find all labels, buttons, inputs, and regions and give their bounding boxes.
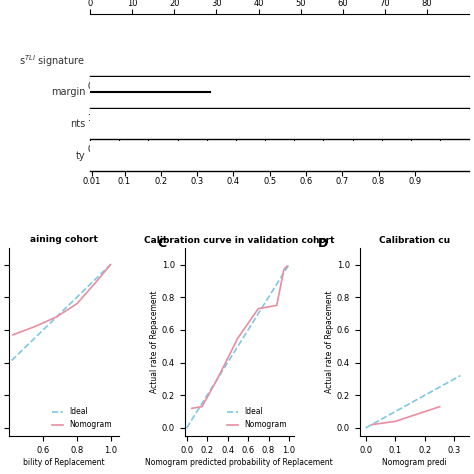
Y-axis label: Actual rate of Repacement: Actual rate of Repacement [325, 291, 334, 393]
Nomogram [94, 278, 100, 284]
Text: aining cohort: aining cohort [30, 236, 98, 245]
Nomogram [281, 267, 287, 273]
Nomogram [54, 314, 59, 319]
Text: s$^{TLI}$ signature: s$^{TLI}$ signature [19, 53, 85, 69]
Nomogram [199, 404, 205, 410]
Text: C: C [157, 237, 166, 250]
Line: Nomogram: Nomogram [13, 264, 110, 335]
Nomogram [437, 404, 443, 410]
Nomogram [32, 324, 37, 329]
X-axis label: bility of Replacement: bility of Replacement [23, 457, 105, 466]
Title: Calibration cu: Calibration cu [379, 236, 450, 245]
Line: Nomogram: Nomogram [372, 407, 440, 425]
Text: margin: margin [51, 88, 85, 98]
Nomogram [74, 301, 80, 307]
Nomogram [255, 306, 261, 311]
Nomogram [392, 419, 398, 424]
Y-axis label: Actual rate of Repacement: Actual rate of Repacement [150, 291, 159, 393]
Nomogram [10, 332, 16, 337]
Nomogram [274, 302, 280, 308]
Legend: Ideal, Nomogram: Ideal, Nomogram [224, 404, 290, 432]
X-axis label: Nomogram predi: Nomogram predi [382, 457, 447, 466]
Text: D: D [318, 237, 328, 250]
Line: Nomogram: Nomogram [192, 266, 287, 408]
Nomogram [108, 262, 113, 267]
Title: Calibration curve in validation cohort: Calibration curve in validation cohort [144, 236, 335, 245]
Nomogram [369, 422, 374, 428]
Nomogram [215, 376, 220, 382]
Text: ty: ty [76, 151, 85, 161]
Legend: Ideal, Nomogram: Ideal, Nomogram [49, 404, 115, 432]
Text: nts: nts [70, 119, 85, 129]
X-axis label: Nomogram predicted probability of Replacement: Nomogram predicted probability of Replac… [146, 457, 333, 466]
Nomogram [284, 264, 290, 269]
Nomogram [189, 405, 195, 411]
Nomogram [235, 335, 241, 341]
